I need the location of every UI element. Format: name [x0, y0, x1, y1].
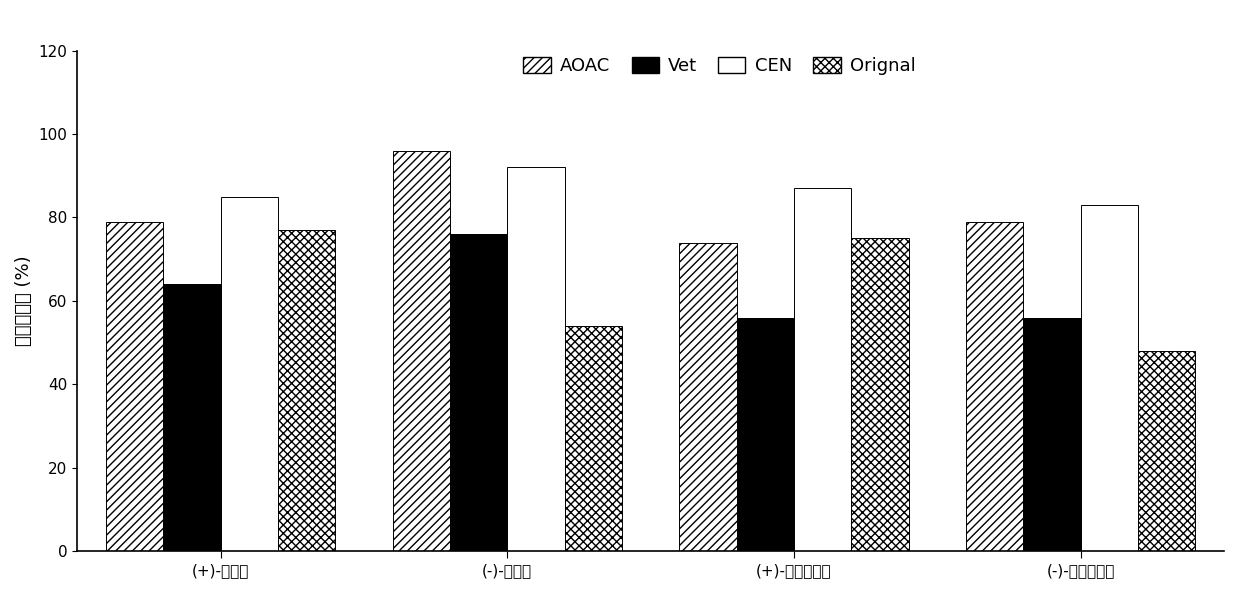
Y-axis label: 平均回收率 (%): 平均回收率 (%)	[15, 256, 33, 346]
Bar	[164, 284, 221, 551]
Bar	[105, 222, 164, 551]
Bar	[794, 189, 851, 551]
Bar	[1023, 318, 1080, 551]
Bar	[507, 167, 565, 551]
Bar	[1080, 205, 1137, 551]
Bar	[737, 318, 794, 551]
Bar	[565, 326, 622, 551]
Legend: AOAC, Vet, CEN, Orignal: AOAC, Vet, CEN, Orignal	[517, 50, 923, 82]
Bar	[393, 151, 450, 551]
Bar	[1137, 351, 1196, 551]
Bar	[679, 243, 737, 551]
Bar	[221, 197, 278, 551]
Bar	[851, 238, 908, 551]
Bar	[966, 222, 1023, 551]
Bar	[278, 230, 336, 551]
Bar	[450, 234, 507, 551]
